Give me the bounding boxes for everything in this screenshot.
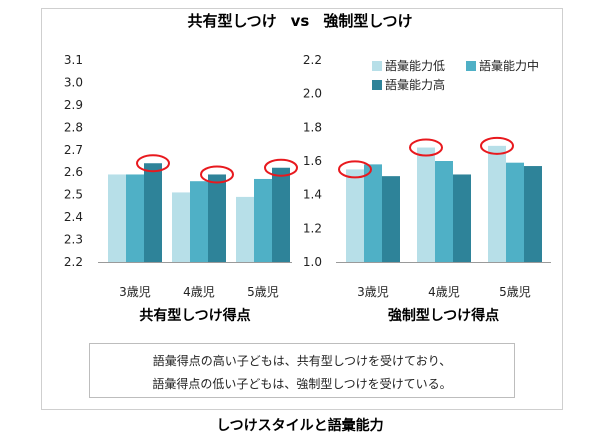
y-tick-label: 2.6 [64, 165, 83, 179]
y-tick-label: 2.7 [64, 143, 83, 157]
y-tick-label: 1.4 [303, 188, 322, 202]
title-right: 強制型しつけ [323, 12, 413, 30]
title-vs: vs [290, 12, 310, 30]
bar-mid [254, 178, 272, 262]
figure-caption: しつけスタイルと語彙能力 [216, 418, 384, 434]
bar-high [144, 163, 162, 262]
y-tick-label: 3.1 [64, 53, 83, 67]
legend-label: 語彙能力低 [385, 58, 445, 73]
y-tick-label: 1.6 [303, 154, 322, 168]
y-tick-label: 2.0 [303, 87, 322, 101]
x-category-label: 5歳児 [499, 285, 531, 299]
bar-high [524, 166, 542, 262]
highlight-ellipse [200, 165, 234, 184]
y-tick-label: 2.2 [64, 255, 83, 269]
y-tick-label: 2.9 [64, 98, 83, 112]
x-category-label: 3歳児 [119, 285, 151, 299]
legend-label: 語彙能力高 [385, 77, 445, 92]
x-axis-title: 共有型しつけ得点 [139, 307, 250, 324]
note-box: 語彙得点の高い子どもは、共有型しつけを受けており、 語彙得点の低い子どもは、強制… [89, 343, 515, 398]
highlight-ellipse [338, 160, 372, 179]
bar-low [236, 196, 254, 262]
y-tick-label: 1.0 [303, 255, 322, 269]
bar-mid [435, 161, 453, 262]
x-axis-title: 強制型しつけ得点 [388, 307, 499, 324]
highlight-ellipse [136, 154, 170, 173]
bar-low [417, 147, 435, 262]
chart-title: 共有型しつけ vs 強制型しつけ [0, 10, 600, 31]
x-category-label: 4歳児 [428, 285, 460, 299]
y-tick-label: 2.4 [64, 210, 83, 224]
bar-high [272, 167, 290, 262]
legend-swatch [372, 61, 382, 71]
bar-low [108, 174, 126, 262]
y-tick-label: 2.3 [64, 233, 83, 247]
y-tick-label: 1.2 [303, 221, 322, 235]
note-line-2: 語彙得点の低い子どもは、強制型しつけを受けている。 [152, 377, 452, 391]
bar-high [208, 174, 226, 262]
y-tick-label: 2.2 [303, 53, 322, 67]
bar-mid [126, 174, 144, 262]
bar-mid [506, 162, 524, 262]
highlight-ellipse [480, 136, 514, 155]
title-left: 共有型しつけ [187, 12, 277, 30]
legend-swatch [466, 61, 476, 71]
bar-low [488, 145, 506, 262]
legend-swatch [372, 80, 382, 90]
highlight-ellipse [409, 138, 443, 157]
highlight-ellipse [264, 158, 298, 177]
y-tick-label: 2.5 [64, 188, 83, 202]
x-category-label: 5歳児 [247, 285, 279, 299]
bar-high [453, 174, 471, 262]
legend-label: 語彙能力中 [479, 58, 539, 73]
note-line-1: 語彙得点の高い子どもは、共有型しつけを受けており、 [152, 354, 452, 368]
y-tick-label: 1.8 [303, 120, 322, 134]
bar-low [172, 192, 190, 262]
bar-mid [190, 181, 208, 262]
bar-mid [364, 164, 382, 262]
bar-low [346, 169, 364, 262]
x-category-label: 3歳児 [357, 285, 389, 299]
bar-high [382, 176, 400, 262]
x-category-label: 4歳児 [183, 285, 215, 299]
y-tick-label: 2.8 [64, 120, 83, 134]
y-tick-label: 3.0 [64, 75, 83, 89]
